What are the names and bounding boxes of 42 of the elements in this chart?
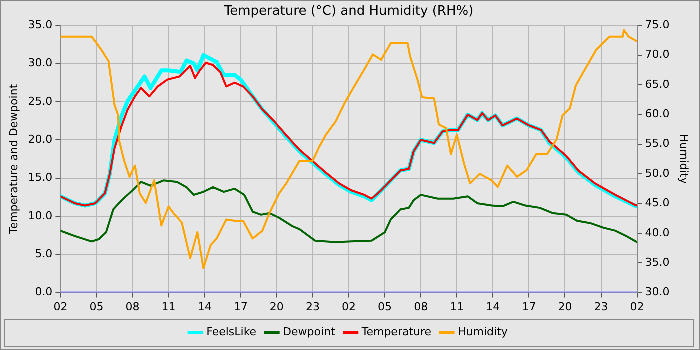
y-tick-label: 20.0: [28, 132, 53, 146]
y-tick-label: 15.0: [28, 171, 53, 184]
y-tick-label: 25.0: [28, 94, 53, 108]
x-tick-label: 17: [234, 300, 248, 314]
x-tick-label: 02: [342, 300, 356, 314]
x-tick-label: 11: [450, 300, 464, 314]
y2-tick-label: 75.0: [645, 18, 670, 32]
x-tick-label: 20: [270, 300, 284, 314]
y-axis-title: Temperature and Dewpoint: [7, 84, 20, 236]
x-tick-label: 17: [522, 300, 536, 314]
y-tick-label: 0.0: [35, 286, 53, 299]
chart-title: Temperature (°C) and Humidity (RH%): [223, 4, 474, 20]
y2-tick-label: 40.0: [645, 226, 670, 240]
legend-label: Humidity: [458, 325, 508, 338]
y2-tick-label: 45.0: [645, 196, 670, 210]
x-tick-label: 08: [126, 300, 140, 314]
y2-tick-label: 50.0: [645, 166, 670, 180]
x-tick-label: 20: [558, 300, 572, 314]
x-tick-label: 23: [306, 300, 320, 314]
x-tick-label: 11: [162, 300, 176, 314]
x-tick-label: 02: [54, 300, 68, 314]
y2-tick-label: 70.0: [645, 48, 670, 62]
legend-label: Temperature: [360, 325, 432, 338]
y-tick-label: 10.0: [28, 209, 53, 222]
y2-tick-label: 60.0: [645, 108, 670, 121]
legend-label: FeelsLike: [206, 325, 257, 338]
y2-tick-label: 35.0: [645, 256, 670, 269]
y-tick-label: 5.0: [35, 247, 53, 260]
y2-tick-label: 55.0: [645, 137, 670, 150]
x-tick-label: 08: [414, 300, 428, 314]
y2-axis-title: Humidity: [678, 134, 691, 185]
y-tick-label: 35.0: [28, 18, 53, 32]
x-tick-label: 14: [198, 300, 212, 314]
y-tick-label: 30.0: [28, 56, 53, 70]
y2-tick-label: 65.0: [645, 78, 670, 91]
legend-label: Dewpoint: [283, 325, 336, 338]
x-tick-label: 02: [630, 300, 644, 314]
y2-tick-label: 30.0: [645, 286, 670, 299]
x-tick-label: 05: [90, 300, 104, 314]
x-tick-label: 05: [378, 300, 392, 314]
x-tick-label: 14: [486, 300, 500, 314]
x-tick-label: 23: [594, 300, 608, 314]
